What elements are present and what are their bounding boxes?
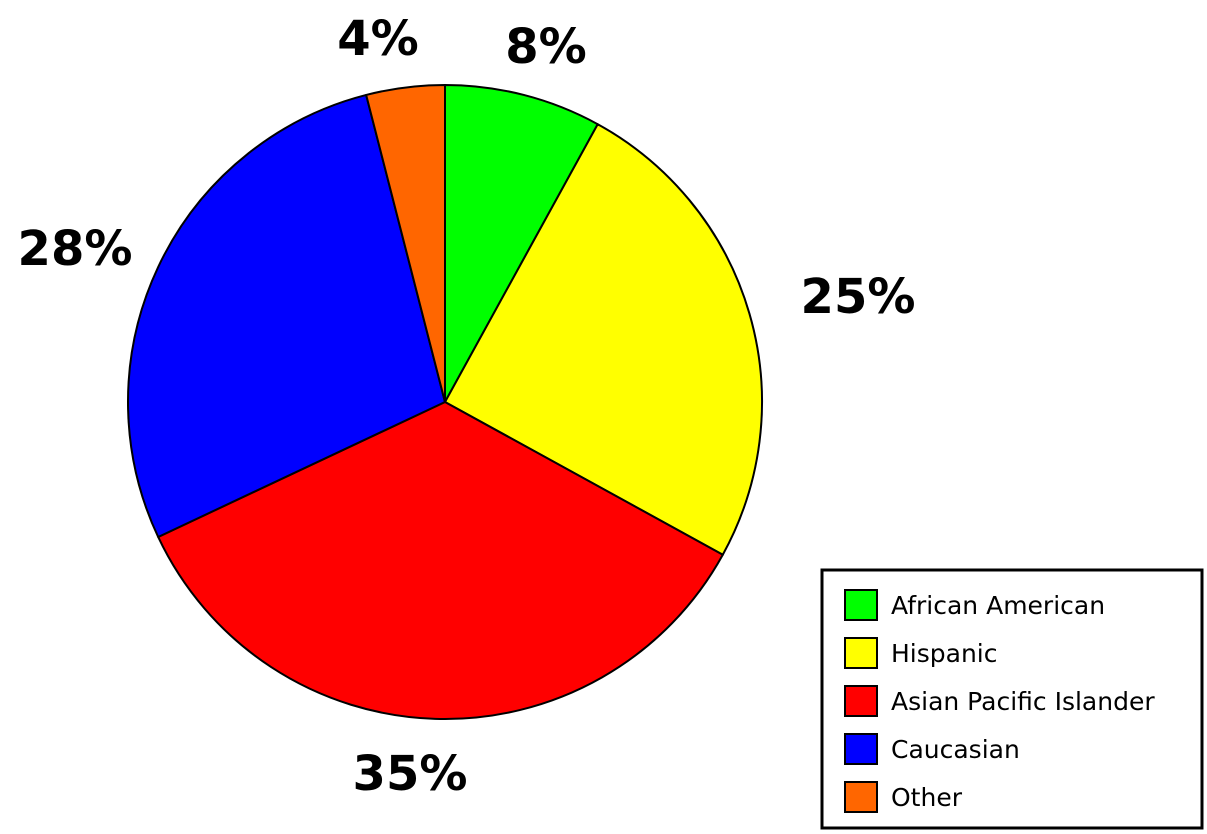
legend: African American Hispanic Asian Pacific Is… [820, 568, 1204, 830]
pie-slice-other [365, 84, 446, 403]
legend-label-african-american: African American [891, 591, 1105, 620]
legend-label-hispanic: Hispanic [891, 639, 998, 668]
legend-swatch-hispanic [844, 637, 878, 669]
pie-slice-hispanic [444, 123, 763, 556]
legend-label-other: Other [891, 783, 963, 812]
legend-box [820, 568, 1204, 830]
pie-slice-caucasian [127, 93, 446, 538]
percent-labels: 8% 25% 35% 28% 4% [18, 11, 916, 802]
pie-slice-african-american [444, 84, 599, 403]
percent-label-caucasian: 28% [18, 221, 133, 277]
percent-label-other: 4% [337, 11, 419, 67]
legend-swatch-african-american [844, 589, 878, 621]
pie-slices [127, 84, 763, 720]
legend-swatch-other [844, 781, 878, 813]
percent-label-asian-pacific-islander: 35% [353, 746, 468, 802]
legend-label-asian-pacific-islander: Asian Pacific Islander [891, 687, 1155, 716]
pie-slice-asian-pacific-islander [157, 401, 724, 720]
percent-label-african-american: 8% [505, 19, 587, 75]
legend-swatch-caucasian [844, 733, 878, 765]
percent-label-hispanic: 25% [801, 269, 916, 325]
legend-label-caucasian: Caucasian [891, 735, 1020, 764]
legend-swatch-asian-pacific-islander [844, 685, 878, 717]
